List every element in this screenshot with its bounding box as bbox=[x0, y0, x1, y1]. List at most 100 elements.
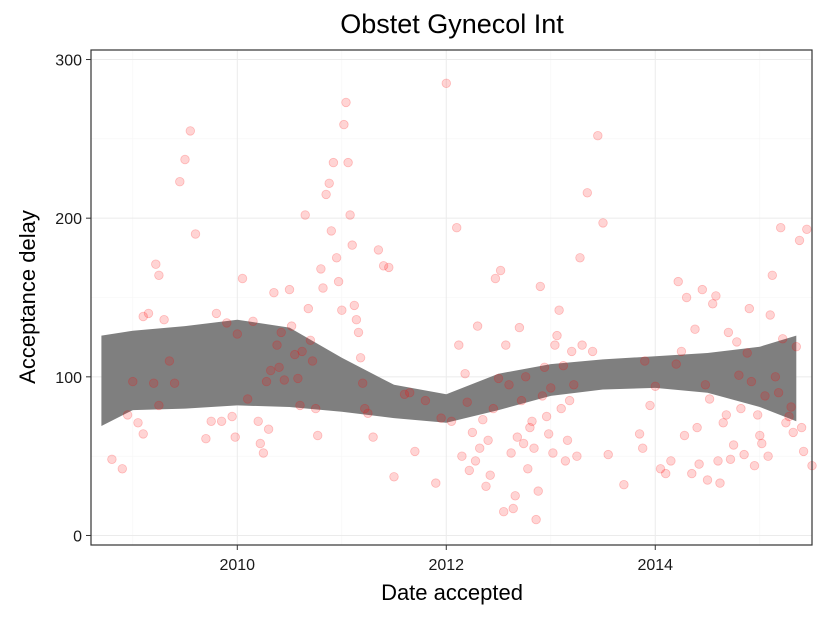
data-point bbox=[263, 424, 274, 434]
data-point bbox=[562, 435, 573, 446]
data-point bbox=[746, 376, 757, 387]
data-point bbox=[295, 400, 305, 411]
data-point bbox=[603, 449, 613, 460]
data-point bbox=[274, 362, 284, 373]
data-point bbox=[781, 418, 791, 428]
data-point bbox=[666, 456, 676, 466]
data-point bbox=[464, 465, 475, 476]
data-point bbox=[763, 451, 773, 461]
data-point bbox=[650, 381, 661, 392]
data-point bbox=[510, 491, 520, 501]
data-point bbox=[180, 154, 190, 165]
data-point bbox=[475, 443, 485, 453]
data-point bbox=[755, 430, 765, 441]
data-point bbox=[154, 270, 164, 281]
data-point bbox=[107, 454, 117, 465]
data-point bbox=[501, 340, 511, 350]
data-point bbox=[467, 427, 478, 438]
chart-title: Obstet Gynecol Int bbox=[340, 9, 564, 39]
data-point bbox=[784, 411, 794, 422]
data-point bbox=[351, 315, 362, 325]
data-point bbox=[307, 356, 318, 366]
data-point bbox=[470, 456, 481, 466]
data-point bbox=[436, 413, 446, 423]
data-point bbox=[148, 378, 159, 388]
data-point bbox=[753, 410, 763, 420]
data-point bbox=[564, 395, 575, 406]
data-point bbox=[452, 222, 462, 233]
data-point bbox=[690, 324, 700, 334]
panel-border bbox=[90, 49, 813, 546]
data-point bbox=[558, 361, 569, 371]
data-point bbox=[316, 264, 326, 274]
data-point bbox=[697, 284, 708, 295]
data-point bbox=[248, 316, 258, 327]
data-point bbox=[687, 468, 697, 479]
data-point bbox=[718, 418, 728, 428]
data-point bbox=[175, 176, 185, 187]
x-axis-title: Date accepted bbox=[381, 580, 523, 605]
data-point bbox=[533, 486, 543, 496]
data-point bbox=[454, 340, 464, 350]
data-point bbox=[767, 270, 778, 281]
data-point bbox=[133, 418, 143, 428]
data-point bbox=[237, 273, 248, 284]
data-point bbox=[544, 429, 554, 439]
data-point bbox=[798, 446, 809, 457]
data-point bbox=[535, 281, 546, 292]
data-point bbox=[201, 434, 211, 444]
data-point bbox=[739, 449, 749, 460]
data-point bbox=[242, 394, 253, 404]
data-point bbox=[732, 337, 742, 347]
data-point bbox=[575, 253, 585, 263]
data-point bbox=[154, 400, 164, 411]
data-point bbox=[272, 340, 282, 350]
data-point bbox=[546, 383, 556, 393]
data-point bbox=[550, 340, 560, 350]
data-point bbox=[757, 438, 767, 449]
data-point bbox=[587, 346, 598, 357]
data-point bbox=[420, 395, 431, 406]
data-point bbox=[598, 218, 608, 228]
data-point bbox=[723, 327, 734, 338]
data-point bbox=[472, 321, 483, 331]
data-point bbox=[206, 416, 216, 427]
data-point bbox=[286, 321, 297, 331]
data-point bbox=[128, 376, 138, 387]
data-point bbox=[778, 334, 788, 344]
data-point bbox=[715, 478, 725, 488]
data-point bbox=[786, 402, 796, 412]
data-point bbox=[360, 403, 370, 414]
data-point bbox=[681, 292, 692, 303]
data-point bbox=[481, 481, 491, 492]
x-axis: 2010 2012 2014 bbox=[219, 545, 673, 574]
data-point bbox=[506, 448, 516, 458]
data-point bbox=[671, 359, 681, 369]
data-point bbox=[297, 346, 307, 357]
y-tick-label: 300 bbox=[55, 53, 82, 70]
data-point bbox=[645, 400, 655, 411]
data-point bbox=[508, 503, 518, 514]
data-point bbox=[493, 373, 504, 384]
data-point bbox=[788, 427, 798, 438]
data-point bbox=[488, 403, 499, 414]
data-point bbox=[232, 329, 243, 339]
data-point bbox=[117, 464, 128, 474]
data-point bbox=[190, 229, 201, 239]
data-point bbox=[305, 335, 316, 346]
data-point bbox=[293, 373, 303, 384]
data-point bbox=[794, 235, 805, 246]
y-axis-title: Acceptance delay bbox=[15, 210, 40, 384]
data-point bbox=[169, 378, 180, 388]
x-tick-label: 2014 bbox=[637, 557, 673, 574]
data-point bbox=[222, 318, 232, 328]
data-point bbox=[518, 438, 529, 449]
data-point bbox=[736, 403, 746, 414]
data-point bbox=[345, 210, 355, 220]
data-point bbox=[384, 262, 394, 273]
data-point bbox=[721, 410, 732, 420]
data-point bbox=[151, 259, 161, 269]
data-point bbox=[269, 288, 279, 298]
